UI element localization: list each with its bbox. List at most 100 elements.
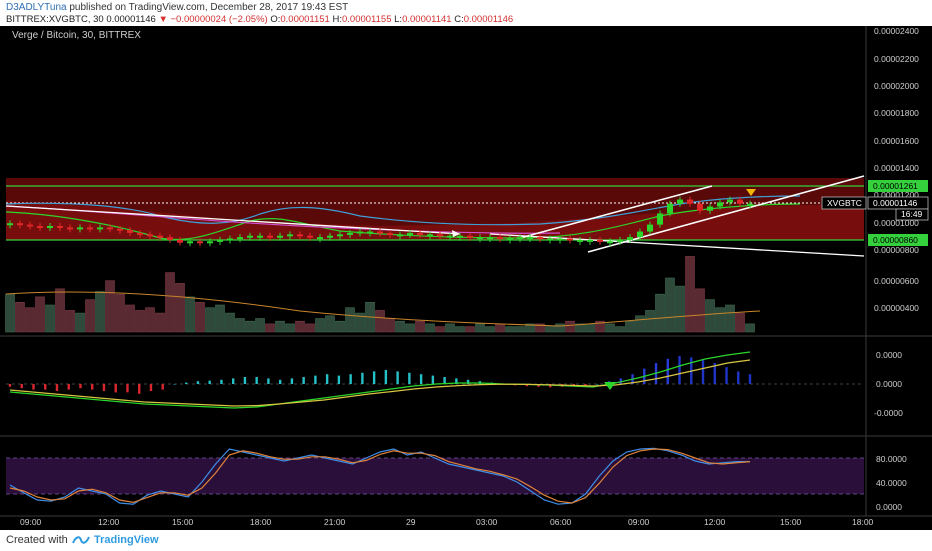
stochastic-pane[interactable] [6, 447, 864, 505]
candle-body [147, 234, 153, 237]
macd-bar [255, 377, 258, 384]
macd-bar [138, 384, 141, 394]
candle-body [257, 235, 263, 238]
volume-bar [155, 312, 165, 333]
last-price: 0.00001146 [106, 14, 156, 25]
macd-pane[interactable] [6, 351, 864, 409]
time-tick: 12:00 [704, 517, 726, 527]
price-pane[interactable]: Verge / Bitcoin, 30, BITTREX [5, 30, 865, 333]
volume-bar [5, 293, 15, 333]
candle-body [347, 232, 353, 235]
close-label: C: [454, 14, 464, 25]
time-tick: 09:00 [20, 517, 42, 527]
volume-bar [655, 293, 665, 333]
macd-bar [184, 382, 188, 384]
candle-body [687, 199, 693, 204]
time-tick: 15:00 [172, 517, 194, 527]
chart-header: D3ADLYTuna published on TradingView.com,… [0, 0, 932, 26]
candle-body [197, 241, 203, 244]
macd-bar [337, 375, 341, 384]
macd-bar [537, 384, 540, 387]
candle-body [87, 227, 93, 230]
candle-body [737, 199, 743, 204]
price-tick: 0.00001600 [874, 136, 919, 146]
candle-body [107, 227, 113, 230]
macd-bar [243, 377, 247, 384]
volume-bar [195, 301, 205, 333]
macd-tick: 0.0000 [876, 350, 902, 360]
candle-body [177, 239, 183, 243]
lower-trendline[interactable] [489, 233, 865, 257]
macd-bar [748, 374, 752, 384]
alert-triangle-icon[interactable] [746, 189, 756, 196]
volume-bar [725, 304, 735, 333]
created-with-label: Created with [6, 534, 68, 546]
volume-bar [535, 323, 545, 333]
candle-body [47, 225, 53, 228]
candle-body [627, 237, 633, 240]
macd-bar [713, 363, 716, 384]
macd-bar [55, 384, 59, 391]
stoch-d-line [9, 448, 751, 504]
macd-bar [173, 384, 176, 385]
macd-bar [231, 378, 235, 384]
volume-bar [585, 323, 595, 333]
candle-body [467, 235, 473, 238]
candle-body [667, 203, 673, 214]
cross-marker-icon [604, 382, 616, 390]
macd-bar [208, 380, 211, 384]
volume-bar [265, 323, 275, 333]
author-name[interactable]: D3ADLYTuna [6, 2, 67, 13]
macd-bar [466, 379, 470, 384]
volume-bar [685, 256, 695, 333]
price-tick: 0.00002400 [874, 26, 919, 36]
candle-body [477, 237, 483, 240]
channel-lower-line[interactable] [587, 175, 865, 253]
open-label: O: [270, 14, 281, 25]
chart-area[interactable]: Verge / Bitcoin, 30, BITTREX 0.00002400 … [0, 26, 932, 530]
candle-body [167, 237, 173, 240]
macd-bar [302, 377, 305, 384]
candle-body [117, 228, 123, 231]
stoch-tick: 80.0000 [876, 454, 907, 464]
macd-tick: -0.0000 [874, 408, 903, 418]
macd-bar [701, 360, 705, 384]
channel-upper-line[interactable] [519, 185, 713, 239]
volume-bar [35, 296, 45, 333]
macd-bar [525, 384, 529, 387]
price-axis[interactable]: 0.00002400 0.00002200 0.00002000 0.00001… [821, 26, 929, 516]
price-tick: 0.00000800 [874, 245, 919, 255]
volume-bar [125, 304, 135, 333]
volume-bar [645, 310, 655, 333]
macd-bar [384, 370, 388, 384]
volume-bar [525, 323, 535, 333]
candle-body [57, 225, 63, 228]
macd-bar [79, 384, 82, 389]
tradingview-brand[interactable]: TradingView [94, 534, 159, 546]
candle-body [357, 231, 363, 234]
descending-trendline[interactable] [5, 205, 461, 235]
macd-bar [149, 384, 153, 391]
candle-body [407, 232, 413, 235]
macd-tick: 0.0000 [876, 379, 902, 389]
candles-group [7, 196, 753, 247]
macd-bar [32, 384, 35, 390]
candle-body [607, 241, 613, 244]
volume-bar [15, 301, 25, 333]
volume-bar [255, 318, 265, 333]
ohlc-line: BITTREX:XVGBTC, 30 0.00001146 ▼ −0.00000… [6, 14, 513, 25]
candle-body [17, 223, 23, 226]
tradingview-logo-icon[interactable] [72, 533, 90, 551]
high-label: H: [332, 14, 343, 25]
macd-line [9, 351, 751, 409]
candle-body [587, 239, 593, 242]
candle-body [457, 235, 463, 238]
candle-body [657, 213, 663, 225]
symbol-tag [821, 196, 867, 210]
price-tick: 0.00002000 [874, 81, 919, 91]
time-axis[interactable]: 09:00 12:00 15:00 18:00 21:00 29 03:00 0… [0, 515, 932, 527]
candle-body [217, 239, 223, 242]
time-tick: 18:00 [852, 517, 874, 527]
volume-bar [425, 323, 435, 333]
candle-body [287, 234, 293, 237]
